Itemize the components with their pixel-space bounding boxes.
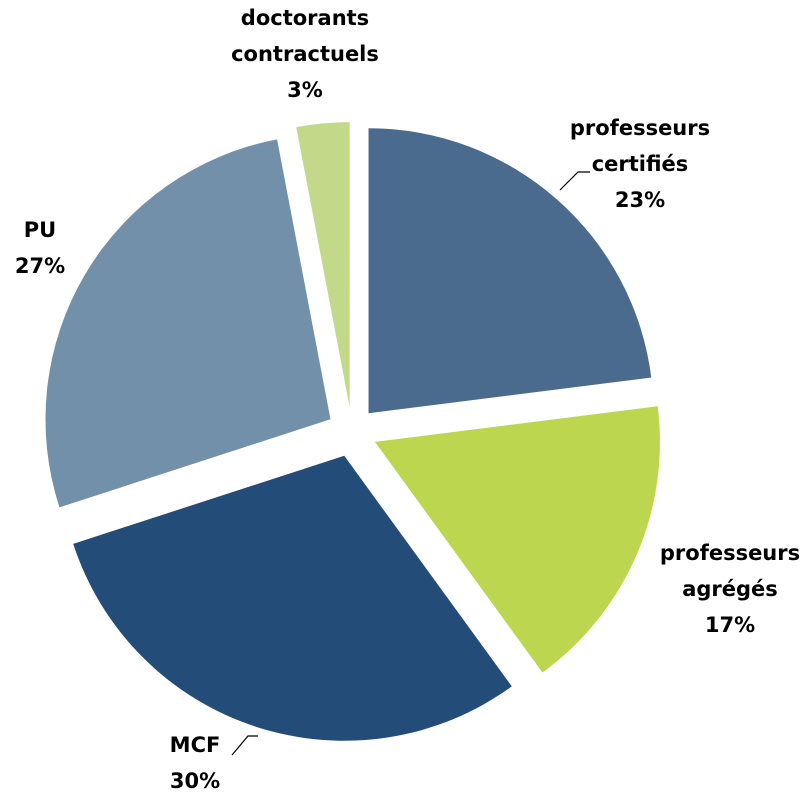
value-label: 23% [614, 188, 666, 212]
slice-label: PU 27% [0, 212, 80, 284]
pie-slice [368, 128, 652, 414]
leader-line [231, 735, 258, 756]
value-label: 3% [287, 78, 323, 102]
pie-slice [296, 122, 350, 408]
category-label: PU [23, 218, 57, 242]
slice-label: MCF 30% [155, 727, 235, 799]
category-label: doctorants contractuels [231, 6, 379, 66]
leader-line [559, 171, 590, 191]
category-label: MCF [169, 733, 221, 757]
slice-label: professeurs certifiés 23% [560, 110, 720, 218]
pie-slice [73, 455, 512, 741]
category-label: professeurs certifiés [569, 116, 711, 176]
value-label: 27% [14, 254, 66, 278]
pie-slice [374, 406, 660, 673]
slice-label: doctorants contractuels 3% [220, 0, 390, 108]
value-label: 30% [169, 769, 221, 793]
slice-label: professeurs agrégés 17% [650, 535, 809, 643]
pie-slice [45, 139, 331, 508]
category-label: professeurs agrégés [659, 541, 801, 601]
value-label: 17% [704, 613, 756, 637]
